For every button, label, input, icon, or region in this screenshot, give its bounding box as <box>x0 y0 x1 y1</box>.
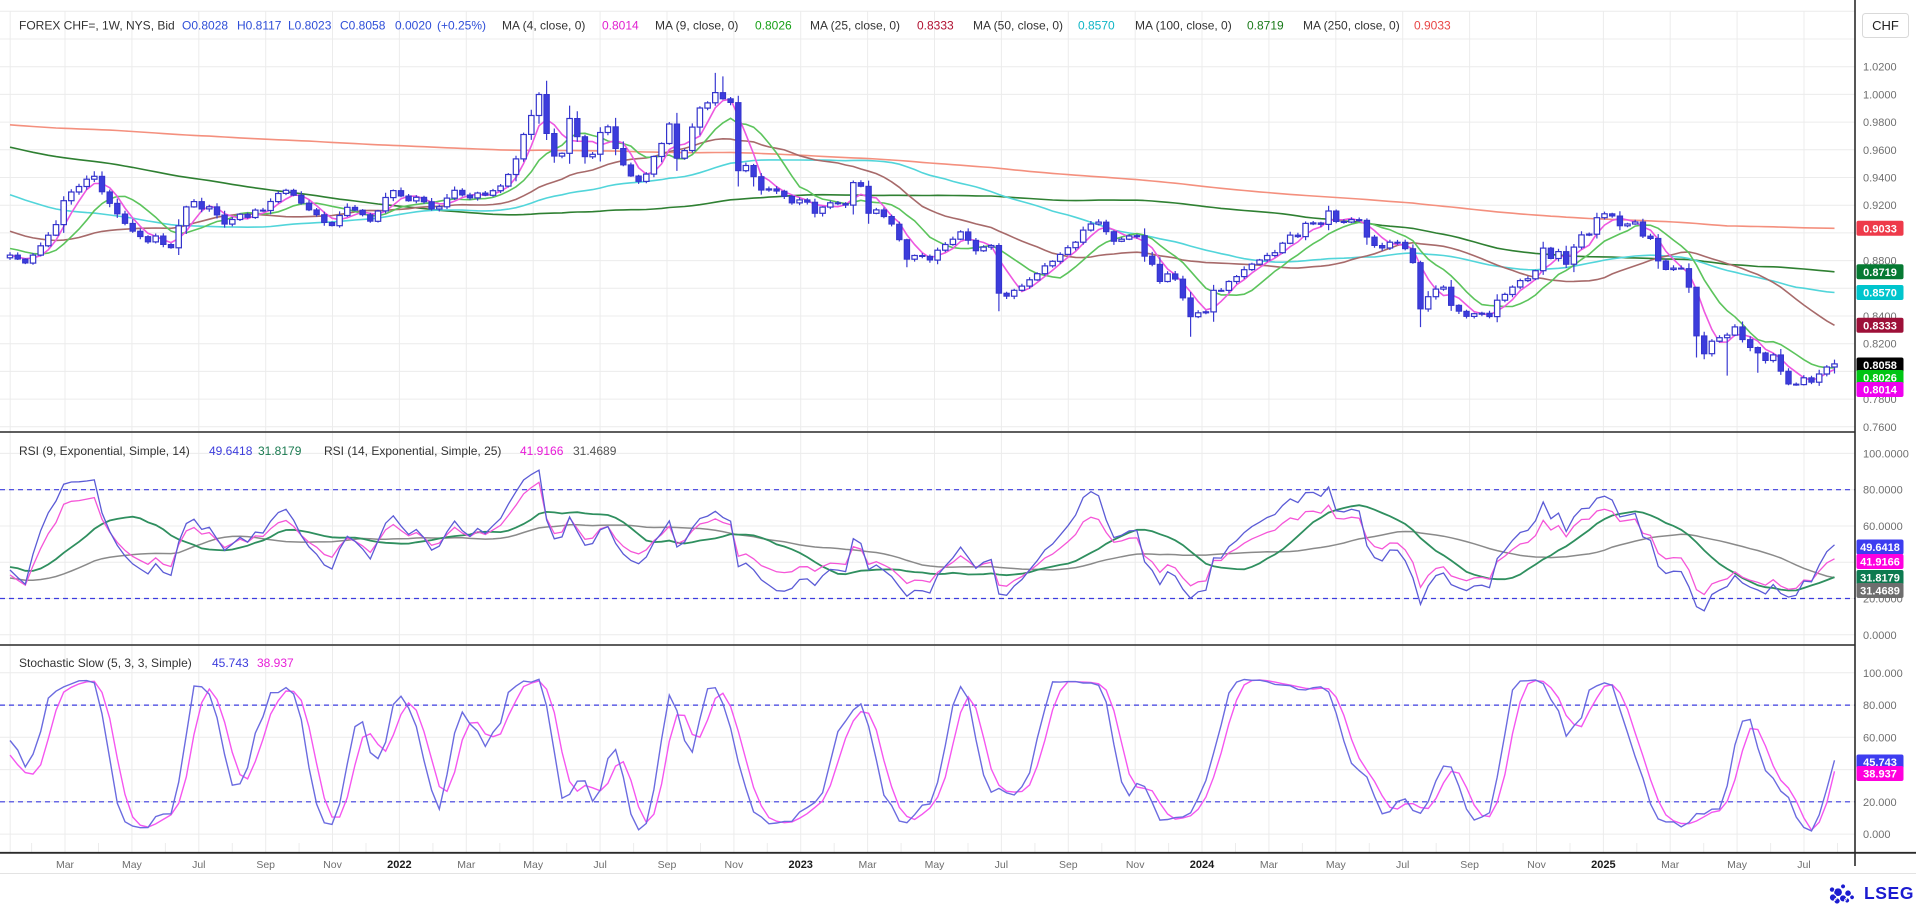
svg-text:60.0000: 60.0000 <box>1863 521 1903 533</box>
svg-text:2023: 2023 <box>788 859 812 871</box>
svg-text:0.8058: 0.8058 <box>1863 360 1897 372</box>
svg-text:31.4689: 31.4689 <box>573 444 617 458</box>
svg-text:0.8333: 0.8333 <box>917 19 954 33</box>
svg-text:0.9033: 0.9033 <box>1414 19 1451 33</box>
svg-text:0.8200: 0.8200 <box>1863 339 1897 351</box>
svg-text:Nov: Nov <box>1527 859 1546 871</box>
svg-text:80.000: 80.000 <box>1863 700 1897 712</box>
svg-text:Mar: Mar <box>1260 859 1279 871</box>
svg-text:0.9200: 0.9200 <box>1863 200 1897 212</box>
svg-text:0.0000: 0.0000 <box>1863 630 1897 642</box>
svg-text:41.9166: 41.9166 <box>520 444 564 458</box>
svg-text:20.000: 20.000 <box>1863 797 1897 809</box>
svg-text:MA (250, close, 0): MA (250, close, 0) <box>1303 19 1400 33</box>
svg-text:0.9400: 0.9400 <box>1863 173 1897 185</box>
svg-text:2024: 2024 <box>1190 859 1215 871</box>
svg-text:L0.8023: L0.8023 <box>288 19 332 33</box>
svg-text:Nov: Nov <box>725 859 744 871</box>
svg-text:100.0000: 100.0000 <box>1863 448 1909 460</box>
svg-text:Mar: Mar <box>56 859 75 871</box>
svg-text:Nov: Nov <box>323 859 342 871</box>
svg-text:Sep: Sep <box>1059 859 1078 871</box>
svg-text:MA (9, close, 0): MA (9, close, 0) <box>655 19 738 33</box>
svg-text:May: May <box>523 859 544 871</box>
svg-text:Nov: Nov <box>1126 859 1145 871</box>
svg-text:0.8719: 0.8719 <box>1863 267 1897 279</box>
svg-text:Sep: Sep <box>256 859 275 871</box>
svg-text:31.8179: 31.8179 <box>1860 573 1900 585</box>
svg-text:38.937: 38.937 <box>1863 769 1897 781</box>
svg-text:Mar: Mar <box>1661 859 1680 871</box>
svg-text:1.0200: 1.0200 <box>1863 62 1897 74</box>
svg-text:100.000: 100.000 <box>1863 668 1903 680</box>
svg-text:45.743: 45.743 <box>212 656 249 670</box>
svg-text:0.8570: 0.8570 <box>1863 288 1897 300</box>
svg-text:0.9600: 0.9600 <box>1863 145 1897 157</box>
svg-text:49.6418: 49.6418 <box>1860 542 1900 554</box>
svg-text:(+0.25%): (+0.25%) <box>437 19 486 33</box>
svg-text:Jul: Jul <box>192 859 205 871</box>
svg-text:38.937: 38.937 <box>257 656 294 670</box>
svg-text:0.8014: 0.8014 <box>602 19 639 33</box>
svg-text:31.8179: 31.8179 <box>258 444 302 458</box>
svg-text:0.9033: 0.9033 <box>1863 223 1897 235</box>
svg-text:CHF: CHF <box>1872 18 1899 33</box>
svg-text:May: May <box>122 859 143 871</box>
svg-text:41.9166: 41.9166 <box>1860 557 1900 569</box>
svg-text:Stochastic Slow (5, 3, 3, Simp: Stochastic Slow (5, 3, 3, Simple) <box>19 656 192 670</box>
svg-text:31.4689: 31.4689 <box>1860 586 1900 598</box>
svg-text:Sep: Sep <box>1460 859 1479 871</box>
svg-text:Jul: Jul <box>995 859 1008 871</box>
svg-text:0.9800: 0.9800 <box>1863 117 1897 129</box>
svg-text:2025: 2025 <box>1591 859 1615 871</box>
svg-text:2022: 2022 <box>387 859 411 871</box>
svg-text:MA (25, close, 0): MA (25, close, 0) <box>810 19 900 33</box>
svg-text:LSEG: LSEG <box>1864 883 1914 903</box>
svg-text:49.6418: 49.6418 <box>209 444 253 458</box>
svg-text:MA (50, close, 0): MA (50, close, 0) <box>973 19 1063 33</box>
svg-text:1.0000: 1.0000 <box>1863 89 1897 101</box>
svg-text:0.8026: 0.8026 <box>1863 373 1897 385</box>
svg-text:RSI (9, Exponential, Simple, 1: RSI (9, Exponential, Simple, 14) <box>19 444 190 458</box>
svg-text:80.0000: 80.0000 <box>1863 485 1903 497</box>
svg-text:RSI (14, Exponential, Simple,: RSI (14, Exponential, Simple, 25) <box>324 444 501 458</box>
svg-text:0.8570: 0.8570 <box>1078 19 1115 33</box>
svg-text:O0.8028: O0.8028 <box>182 19 228 33</box>
svg-text:0.0020: 0.0020 <box>395 19 432 33</box>
svg-text:MA (4, close, 0): MA (4, close, 0) <box>502 19 585 33</box>
svg-text:FOREX CHF=, 1W, NYS, Bid: FOREX CHF=, 1W, NYS, Bid <box>19 19 175 33</box>
svg-text:Jul: Jul <box>1396 859 1409 871</box>
svg-text:May: May <box>1727 859 1748 871</box>
svg-text:MA (100, close, 0): MA (100, close, 0) <box>1135 19 1232 33</box>
svg-text:May: May <box>1326 859 1347 871</box>
svg-text:0.000: 0.000 <box>1863 829 1891 841</box>
svg-text:May: May <box>925 859 946 871</box>
svg-text:C0.8058: C0.8058 <box>340 19 386 33</box>
svg-text:0.8014: 0.8014 <box>1863 385 1898 397</box>
svg-text:Jul: Jul <box>1797 859 1810 871</box>
svg-text:0.8333: 0.8333 <box>1863 320 1897 332</box>
svg-text:0.7600: 0.7600 <box>1863 422 1897 434</box>
svg-text:H0.8117: H0.8117 <box>237 19 282 33</box>
svg-text:Sep: Sep <box>658 859 677 871</box>
svg-text:Mar: Mar <box>457 859 476 871</box>
svg-text:Jul: Jul <box>593 859 606 871</box>
svg-text:0.8026: 0.8026 <box>755 19 792 33</box>
svg-text:0.7800: 0.7800 <box>1863 394 1897 406</box>
svg-text:0.8719: 0.8719 <box>1247 19 1284 33</box>
svg-text:Mar: Mar <box>859 859 878 871</box>
svg-text:60.000: 60.000 <box>1863 732 1897 744</box>
